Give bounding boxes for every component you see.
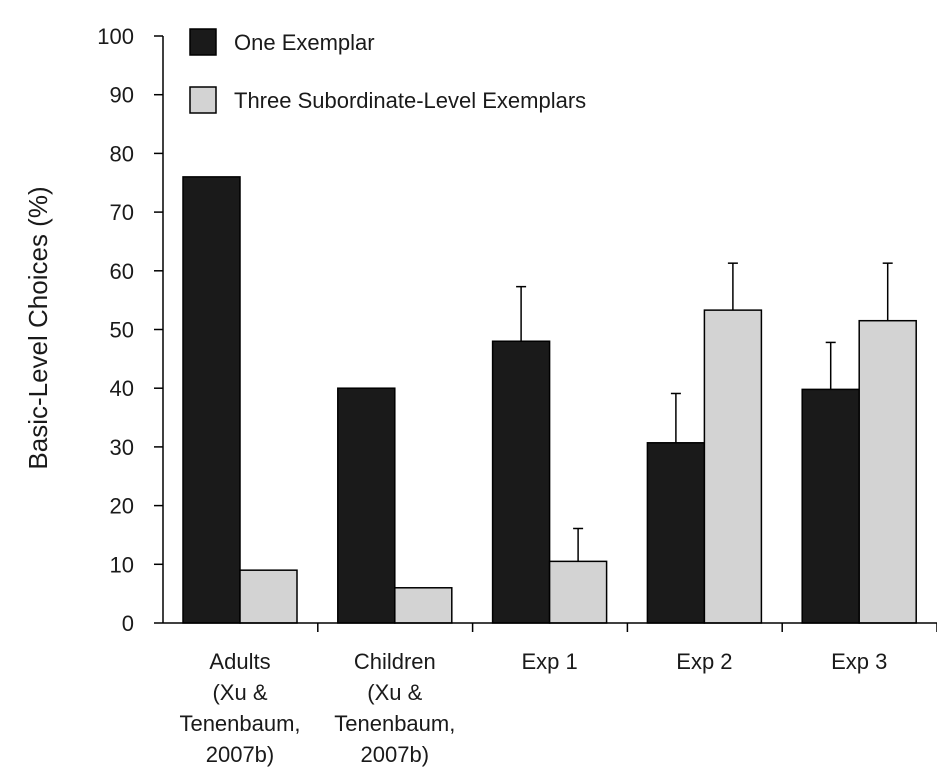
legend-swatch-one-exemplar xyxy=(189,28,217,56)
bar-three-exemplars-4 xyxy=(858,319,917,624)
y-axis-label: Basic-Level Choices (%) xyxy=(23,186,53,469)
x-category-label-4: Exp 3 xyxy=(831,649,887,674)
y-tick-label-0: 0 xyxy=(122,611,134,636)
y-tick-label-80: 80 xyxy=(110,141,134,166)
y-tick-label-30: 30 xyxy=(110,435,134,460)
y-tick-label-20: 20 xyxy=(110,494,134,519)
legend: One Exemplar Three Subordinate-Level Exe… xyxy=(189,28,586,114)
bar-three-exemplars-2 xyxy=(548,560,608,624)
bar-one-exemplar-4 xyxy=(801,388,860,624)
bar-one-exemplar-2 xyxy=(491,340,551,624)
bar-one-exemplar-3 xyxy=(646,442,706,624)
bar-one-exemplar-0 xyxy=(182,176,241,624)
bar-three-exemplars-0 xyxy=(239,569,298,624)
legend-label-three-exemplars: Three Subordinate-Level Exemplars xyxy=(234,88,586,113)
y-tick-label-60: 60 xyxy=(110,259,134,284)
y-tick-label-90: 90 xyxy=(110,83,134,108)
y-tick-label-100: 100 xyxy=(97,24,134,49)
bar-three-exemplars-1 xyxy=(394,587,453,624)
x-category-label-3: Exp 2 xyxy=(676,649,732,674)
x-category-label-2: Exp 1 xyxy=(521,649,577,674)
legend-label-one-exemplar: One Exemplar xyxy=(234,30,375,55)
y-tick-label-40: 40 xyxy=(110,376,134,401)
bar-three-exemplars-3 xyxy=(703,309,763,624)
y-tick-label-10: 10 xyxy=(110,552,134,577)
y-tick-label-70: 70 xyxy=(110,200,134,225)
bar-one-exemplar-1 xyxy=(337,387,396,624)
y-tick-label-50: 50 xyxy=(110,318,134,343)
legend-swatch-three-exemplars xyxy=(189,86,217,114)
x-category-label-1: Children (Xu & Tenenbaum, 2007b) xyxy=(334,649,455,767)
x-category-label-0: Adults (Xu & Tenenbaum, 2007b) xyxy=(179,649,300,767)
